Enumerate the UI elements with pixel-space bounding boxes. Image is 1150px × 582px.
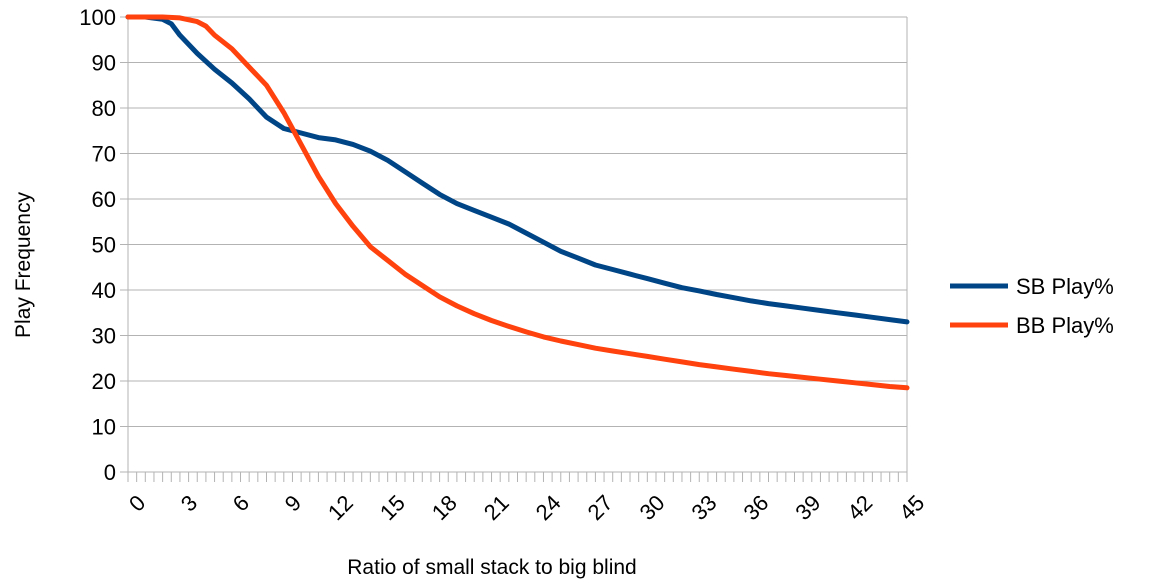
x-tick-label: 15 (375, 490, 410, 525)
x-tick-label: 18 (427, 490, 462, 525)
y-tick-label: 50 (92, 233, 116, 258)
legend-label: BB Play% (1016, 313, 1114, 338)
x-tick-label: 24 (531, 490, 566, 525)
y-tick-label: 70 (92, 142, 116, 167)
series-line-sb (125, 14, 910, 325)
y-tick-label: 60 (92, 187, 116, 212)
y-tick-label: 40 (92, 278, 116, 303)
y-tick-label: 90 (92, 51, 116, 76)
y-tick-label: 10 (92, 415, 116, 440)
series-lines (125, 14, 910, 391)
legend-label: SB Play% (1016, 274, 1114, 299)
x-axis-title: Ratio of small stack to big blind (347, 556, 636, 579)
x-tick-label: 45 (894, 490, 929, 525)
y-tick-label: 0 (104, 460, 116, 485)
x-tick-label: 6 (228, 490, 254, 516)
x-tick-label: 42 (842, 490, 877, 525)
y-tick-label: 80 (92, 96, 116, 121)
legend: SB Play% BB Play% (950, 274, 1114, 338)
series-line-bb (125, 14, 910, 391)
x-tick-label: 12 (323, 490, 358, 525)
x-tick-label: 36 (738, 490, 773, 525)
y-axis-title: Play Frequency (12, 192, 35, 338)
x-tick-label: 0 (124, 490, 150, 516)
y-tick-label: 100 (79, 5, 116, 30)
x-tick-label: 33 (687, 490, 722, 525)
y-tick-label: 30 (92, 324, 116, 349)
x-tick-label: 27 (583, 490, 618, 525)
grid-lines (120, 16, 908, 473)
x-tick-label: 3 (176, 490, 202, 516)
x-tick-label: 39 (790, 490, 825, 525)
x-tick-label: 9 (280, 490, 306, 516)
x-tick-label: 30 (635, 490, 670, 525)
x-tick-label: 21 (479, 490, 514, 525)
y-tick-label: 20 (92, 369, 116, 394)
